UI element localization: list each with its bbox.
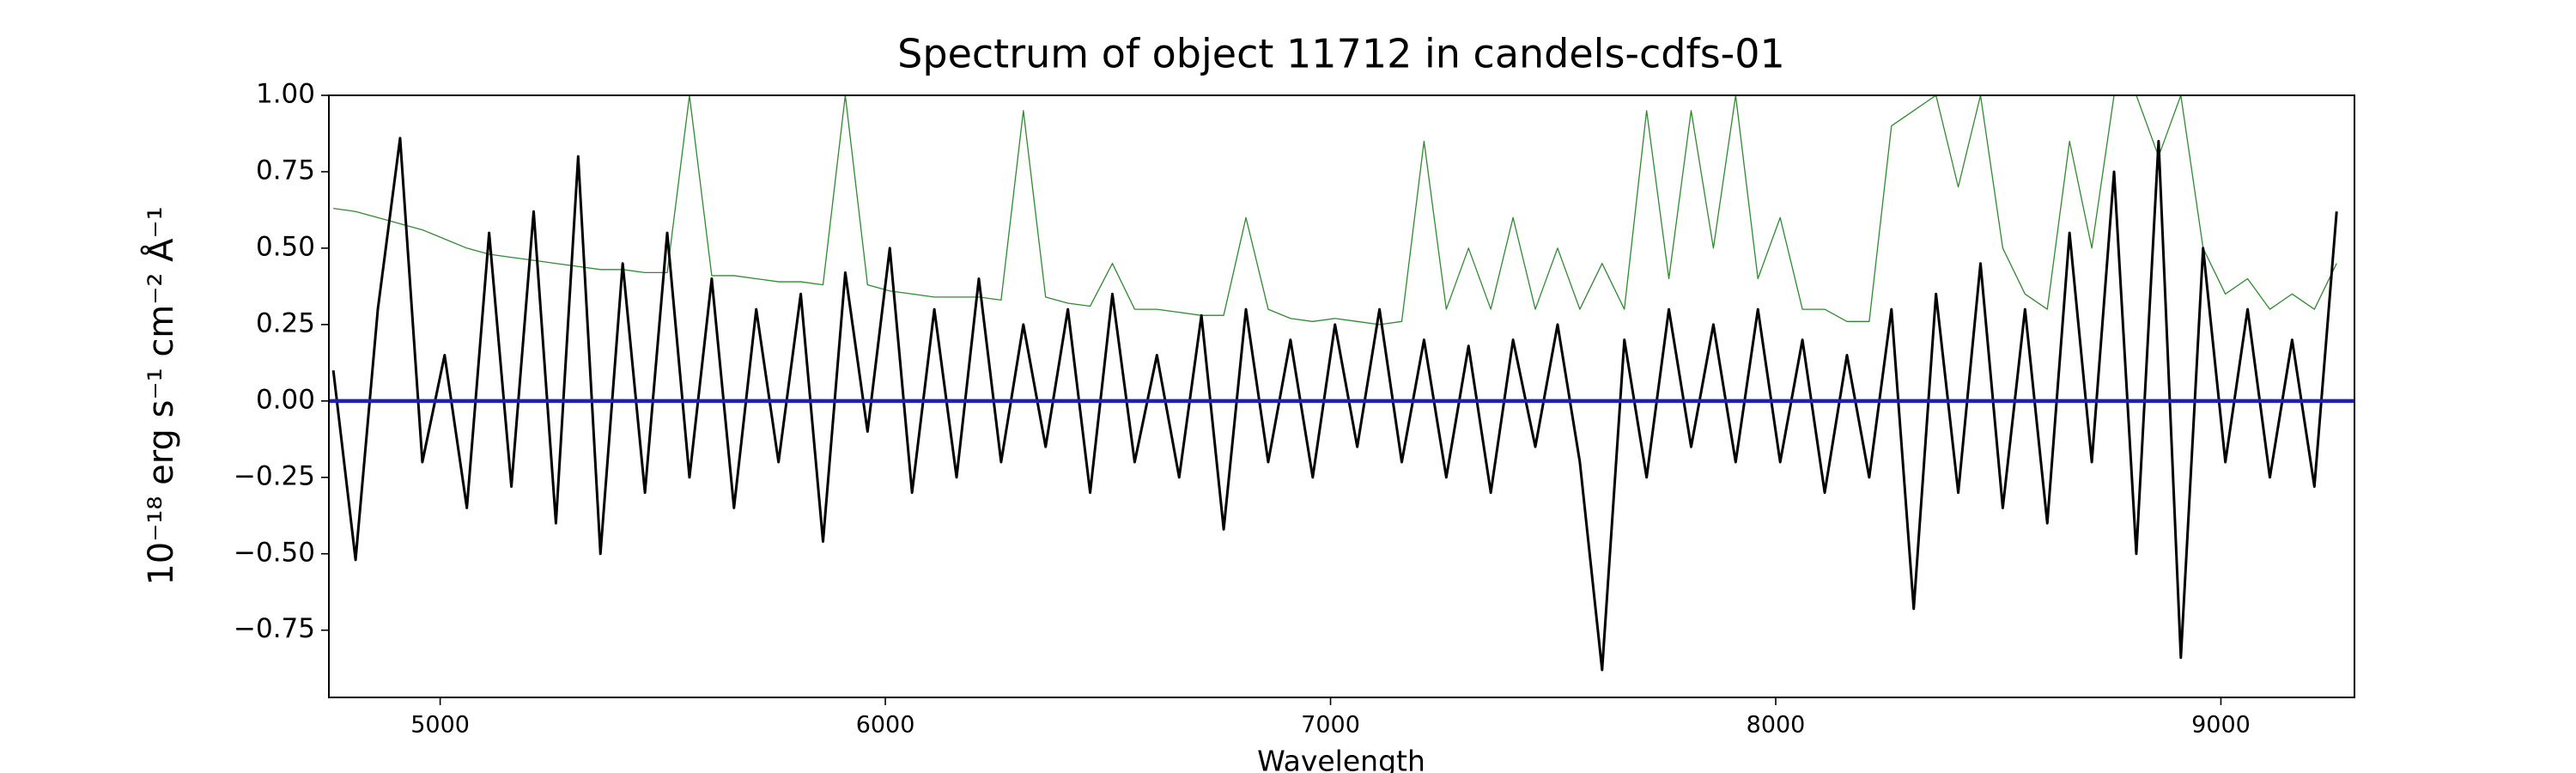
y-axis-label: 10⁻¹⁸ erg s⁻¹ cm⁻² Å⁻¹	[140, 206, 181, 585]
plot-area	[329, 95, 2354, 672]
x-tick-label: 7000	[1301, 712, 1360, 739]
y-tick-label: 0.75	[256, 155, 315, 186]
x-tick-label: 6000	[856, 712, 915, 739]
y-tick-label: 0.25	[256, 307, 315, 338]
x-axis-label: Wavelength	[1257, 745, 1425, 773]
y-tick-label: −0.75	[234, 613, 315, 644]
x-tick-label: 5000	[410, 712, 470, 739]
y-tick-label: −0.50	[234, 537, 315, 568]
y-tick-label: 1.00	[256, 79, 315, 110]
flux-line	[331, 137, 2338, 672]
x-tick-label: 9000	[2191, 712, 2251, 739]
y-tick-label: 0.00	[256, 384, 315, 415]
chart-title: Spectrum of object 11712 in candels-cdfs…	[897, 31, 1785, 77]
axes-frame	[328, 94, 2355, 698]
error-line	[333, 95, 2337, 326]
x-tick-label: 8000	[1747, 712, 1806, 739]
y-tick-label: −0.25	[234, 460, 315, 491]
y-tick-label: 0.50	[256, 231, 315, 262]
